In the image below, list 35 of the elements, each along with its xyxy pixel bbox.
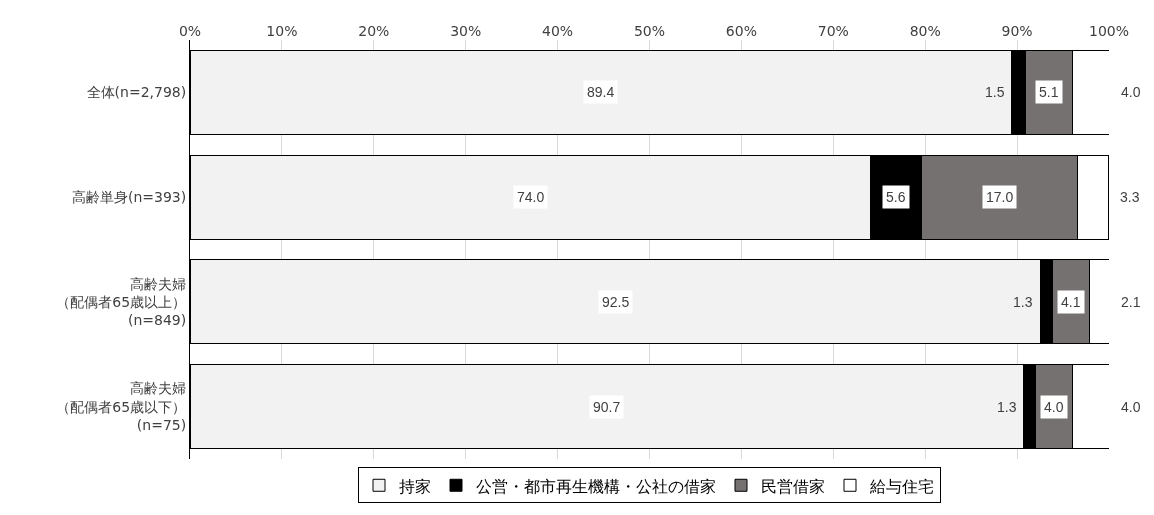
x-tick-label: 70% (817, 23, 849, 40)
data-label: 4.0 (1121, 84, 1141, 100)
x-tick-label: 100% (1088, 23, 1130, 40)
legend-label: 公営・都市再生機構・公社の借家 (476, 476, 716, 496)
y-tick-label: 高齢夫婦（配偶者65歳以下）(n=75) (56, 380, 187, 433)
y-tick-label: 全体(n=2,798) (86, 84, 187, 101)
data-label: 1.3 (1013, 294, 1033, 310)
legend-label: 持家 (399, 476, 431, 496)
legend-label: 給与住宅 (869, 476, 934, 496)
data-label: 3.3 (1120, 189, 1140, 205)
x-tick-label: 10% (266, 23, 298, 40)
x-tick-label: 90% (1001, 23, 1033, 40)
data-label: 89.4 (587, 84, 615, 100)
data-label: 1.5 (985, 84, 1005, 100)
data-label: 4.1 (1061, 294, 1081, 310)
data-label: 92.5 (602, 294, 630, 310)
y-tick-label: 高齢夫婦（配偶者65歳以上）(n=849) (56, 275, 187, 328)
data-label: 4.0 (1121, 399, 1141, 415)
legend-label: 民営借家 (761, 476, 825, 496)
x-tick-label: 40% (542, 23, 574, 40)
data-label: 5.6 (886, 189, 906, 205)
data-label: 5.1 (1039, 84, 1059, 100)
y-tick-label: 高齢単身(n=393) (71, 189, 187, 206)
data-label: 74.0 (517, 189, 545, 205)
data-label: 2.1 (1121, 294, 1141, 310)
x-tick-label: 80% (909, 23, 941, 40)
x-tick-label: 50% (633, 23, 666, 40)
x-tick-label: 0% (178, 23, 202, 40)
data-label: 90.7 (593, 399, 621, 415)
data-label: 4.0 (1044, 399, 1064, 415)
x-tick-label: 20% (358, 23, 390, 40)
x-tick-label: 60% (725, 23, 757, 40)
x-tick-label: 30% (450, 23, 482, 40)
data-label: 17.0 (986, 189, 1014, 205)
data-label: 1.3 (997, 399, 1017, 415)
